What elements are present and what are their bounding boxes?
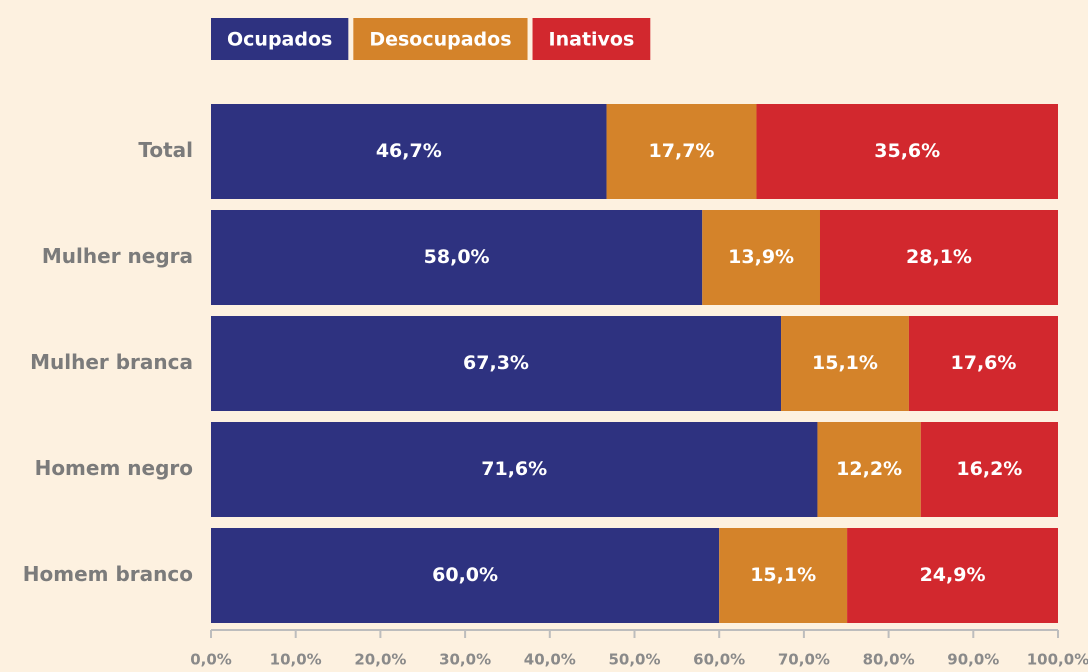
x-tick-label: 90,0% [947,651,999,669]
value-label: 15,1% [812,352,878,374]
value-label: 15,1% [750,564,816,586]
category-label: Homem branco [23,562,193,586]
value-label: 24,9% [920,564,986,586]
bar-segment [781,316,909,411]
legend-swatch [211,18,349,60]
category-label: Mulher branca [30,350,193,374]
bar-segment [606,104,757,199]
bar-segment [817,422,921,517]
legend-label: Desocupados [369,29,511,51]
bar-segment [920,422,1058,517]
value-label: 60,0% [432,564,498,586]
legend-swatch [532,18,651,60]
bar-segment [719,528,848,623]
x-tick-label: 100,0% [1027,651,1088,669]
bar-segment [756,104,1058,199]
value-label: 17,6% [951,352,1017,374]
value-label: 71,6% [481,458,547,480]
bar-segment [819,210,1058,305]
x-tick-label: 80,0% [863,651,915,669]
category-label: Total [138,138,193,162]
bar-segment [702,210,820,305]
value-label: 58,0% [424,246,490,268]
legend-label: Ocupados [227,29,332,51]
value-label: 67,3% [463,352,529,374]
value-label: 28,1% [906,246,972,268]
bar-segment [847,528,1058,623]
bar-segment [211,422,818,517]
value-label: 13,9% [728,246,794,268]
x-tick-label: 60,0% [693,651,745,669]
x-tick-label: 20,0% [354,651,406,669]
bar-segment [211,210,703,305]
x-tick-label: 30,0% [439,651,491,669]
value-label: 12,2% [836,458,902,480]
value-label: 16,2% [956,458,1022,480]
bar-segment [908,316,1058,411]
bar-segment [211,528,720,623]
x-tick-label: 10,0% [270,651,322,669]
x-tick-label: 70,0% [778,651,830,669]
legend-label: Inativos [549,29,635,51]
legend-swatch [353,18,528,60]
value-label: 35,6% [874,140,940,162]
x-tick-label: 40,0% [524,651,576,669]
bar-segment [211,316,782,411]
value-label: 46,7% [376,140,442,162]
bar-segment [211,104,607,199]
x-tick-label: 0,0% [190,651,232,669]
category-label: Mulher negra [42,244,193,268]
x-tick-label: 50,0% [608,651,660,669]
category-label: Homem negro [35,456,193,480]
value-label: 17,7% [649,140,715,162]
